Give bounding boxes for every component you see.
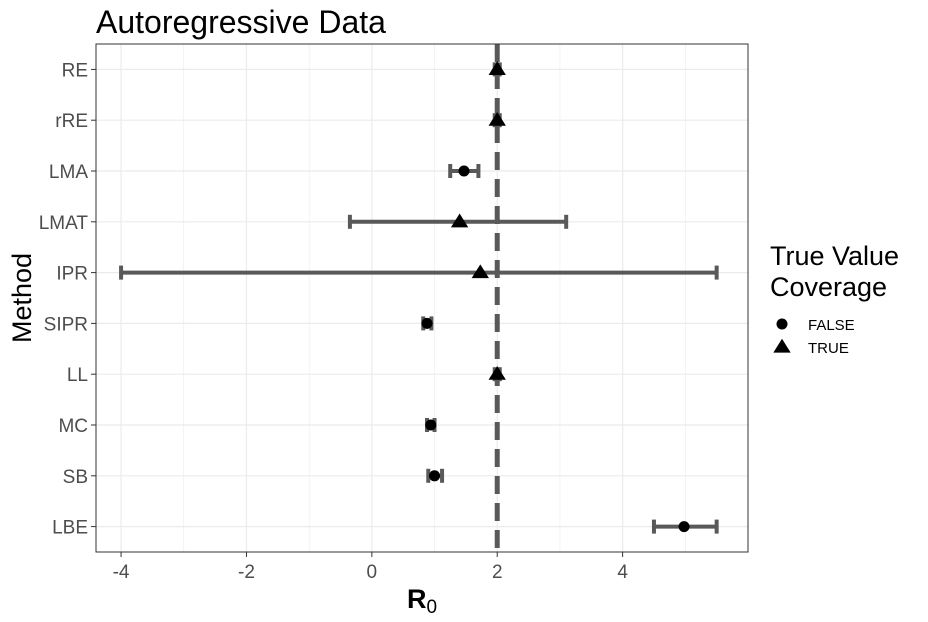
legend-title-line1: True Value — [770, 241, 899, 271]
point-marker-circle — [421, 317, 433, 329]
x-tick-label: 0 — [367, 562, 378, 583]
y-tick-label: RE — [62, 60, 88, 81]
point-markers — [421, 61, 690, 533]
legend-key-triangle — [773, 338, 791, 353]
point-marker-triangle — [488, 61, 506, 75]
y-tick-label: LBE — [52, 518, 88, 539]
x-tick-labels: -4 -2 0 2 4 — [113, 552, 628, 583]
x-axis-title-subscript: 0 — [426, 597, 437, 618]
panel-border — [95, 43, 749, 553]
legend-label: FALSE — [808, 317, 855, 334]
x-tick-label: -4 — [113, 562, 130, 583]
point-marker-circle — [458, 165, 470, 177]
y-tick-label: LMAT — [39, 213, 89, 234]
x-axis-title: R0 — [407, 584, 437, 618]
y-tick-label: rRE — [55, 111, 88, 132]
y-tick-labels: RE rRE LMA LMAT IPR SIPR LL MC SB LBE — [39, 60, 96, 539]
legend: True Value Coverage FALSE TRUE — [770, 241, 899, 357]
legend-title-line2: Coverage — [770, 272, 887, 302]
point-marker-triangle — [488, 111, 506, 126]
y-axis-title: Method — [7, 253, 37, 343]
x-tick-label: 2 — [492, 562, 503, 583]
y-tick-label: SIPR — [44, 314, 88, 335]
y-tick-label: IPR — [56, 264, 88, 285]
point-marker-circle — [425, 419, 437, 431]
point-marker-circle — [678, 521, 690, 533]
legend-label: TRUE — [808, 340, 849, 357]
point-marker-circle — [429, 470, 441, 482]
y-tick-label: LL — [67, 365, 88, 386]
chart-title: Autoregressive Data — [96, 4, 386, 40]
legend-key-circle — [776, 318, 788, 330]
y-tick-label: MC — [58, 416, 88, 437]
y-tick-label: LMA — [49, 162, 88, 183]
grid-lines — [96, 44, 748, 552]
point-marker-triangle — [471, 264, 489, 279]
x-axis-title-main: R — [407, 584, 427, 614]
point-marker-triangle — [450, 213, 469, 228]
y-tick-label: SB — [63, 467, 88, 488]
x-tick-label: 4 — [617, 562, 628, 583]
point-marker-triangle — [488, 365, 506, 380]
legend-entries: FALSE TRUE — [773, 317, 855, 357]
error-bars — [119, 62, 719, 534]
x-tick-label: -2 — [238, 562, 255, 583]
